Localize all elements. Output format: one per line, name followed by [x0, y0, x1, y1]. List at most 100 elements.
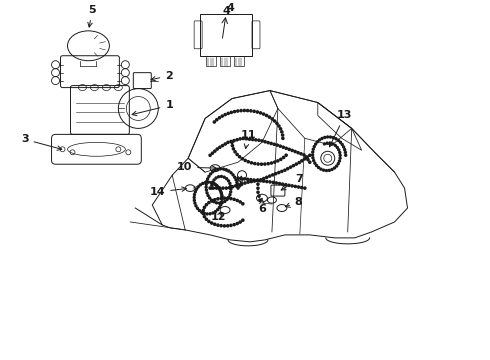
- Text: 14: 14: [149, 187, 186, 197]
- Text: 3: 3: [21, 134, 62, 150]
- Circle shape: [212, 187, 215, 189]
- Circle shape: [207, 181, 209, 183]
- Circle shape: [263, 180, 265, 182]
- Circle shape: [300, 153, 302, 155]
- Circle shape: [269, 181, 271, 183]
- Circle shape: [239, 156, 241, 158]
- Circle shape: [317, 141, 318, 143]
- Circle shape: [282, 134, 284, 136]
- Circle shape: [275, 172, 277, 175]
- Circle shape: [223, 176, 225, 178]
- Circle shape: [255, 139, 257, 141]
- Circle shape: [335, 138, 337, 140]
- Circle shape: [269, 116, 270, 118]
- Circle shape: [220, 225, 222, 227]
- Circle shape: [301, 160, 303, 162]
- Circle shape: [208, 220, 210, 222]
- Circle shape: [283, 156, 285, 158]
- Circle shape: [239, 201, 241, 203]
- Circle shape: [339, 157, 341, 159]
- Circle shape: [275, 182, 277, 184]
- Circle shape: [224, 201, 226, 202]
- Circle shape: [195, 205, 197, 207]
- Circle shape: [202, 212, 204, 215]
- Circle shape: [332, 137, 334, 139]
- Circle shape: [236, 199, 238, 202]
- Circle shape: [271, 118, 273, 120]
- Circle shape: [313, 145, 315, 148]
- Circle shape: [226, 197, 229, 199]
- Circle shape: [298, 162, 300, 164]
- Circle shape: [231, 141, 233, 143]
- Circle shape: [219, 117, 220, 119]
- Circle shape: [207, 178, 209, 180]
- Circle shape: [213, 179, 215, 181]
- Text: 13: 13: [329, 111, 352, 147]
- Circle shape: [263, 113, 265, 115]
- Circle shape: [220, 204, 221, 206]
- Circle shape: [240, 109, 242, 112]
- Circle shape: [284, 169, 286, 171]
- Circle shape: [214, 223, 216, 225]
- Circle shape: [242, 138, 245, 140]
- Circle shape: [337, 163, 339, 165]
- Circle shape: [341, 144, 343, 145]
- Circle shape: [253, 179, 255, 181]
- Circle shape: [332, 143, 334, 145]
- Circle shape: [266, 176, 268, 179]
- Text: 7: 7: [281, 174, 303, 190]
- Circle shape: [230, 188, 232, 190]
- Circle shape: [211, 182, 214, 184]
- Circle shape: [205, 186, 207, 188]
- Circle shape: [340, 141, 342, 143]
- Circle shape: [336, 165, 338, 167]
- Circle shape: [220, 201, 222, 203]
- Circle shape: [264, 141, 266, 143]
- Circle shape: [288, 148, 290, 150]
- Circle shape: [323, 143, 325, 145]
- Circle shape: [282, 137, 284, 139]
- Circle shape: [222, 168, 224, 170]
- Circle shape: [316, 165, 318, 166]
- Circle shape: [246, 178, 249, 180]
- Circle shape: [205, 204, 207, 206]
- Circle shape: [307, 158, 309, 161]
- Circle shape: [211, 184, 213, 186]
- Circle shape: [236, 181, 238, 184]
- Circle shape: [287, 168, 289, 170]
- Circle shape: [214, 199, 216, 201]
- Circle shape: [217, 168, 219, 170]
- Circle shape: [234, 151, 236, 153]
- Circle shape: [203, 212, 205, 214]
- Circle shape: [201, 211, 203, 213]
- Circle shape: [233, 198, 235, 201]
- Text: 11: 11: [240, 130, 256, 148]
- Circle shape: [239, 138, 241, 140]
- Circle shape: [326, 136, 329, 138]
- Circle shape: [211, 187, 213, 189]
- Circle shape: [263, 177, 265, 180]
- Circle shape: [228, 196, 230, 198]
- Circle shape: [277, 160, 279, 162]
- Circle shape: [218, 176, 220, 178]
- Circle shape: [266, 114, 268, 117]
- Circle shape: [260, 179, 262, 181]
- Circle shape: [278, 125, 280, 127]
- Circle shape: [343, 146, 344, 148]
- Circle shape: [212, 212, 214, 214]
- Circle shape: [227, 180, 229, 182]
- Circle shape: [273, 161, 276, 163]
- Circle shape: [210, 181, 212, 184]
- Circle shape: [282, 146, 284, 148]
- Circle shape: [205, 189, 207, 191]
- Circle shape: [241, 183, 243, 185]
- Circle shape: [300, 186, 303, 189]
- Circle shape: [233, 140, 235, 142]
- Circle shape: [209, 187, 211, 189]
- Circle shape: [312, 148, 314, 150]
- Circle shape: [250, 162, 252, 164]
- Circle shape: [329, 142, 331, 144]
- Circle shape: [250, 179, 252, 181]
- Circle shape: [203, 206, 205, 208]
- Circle shape: [233, 111, 236, 113]
